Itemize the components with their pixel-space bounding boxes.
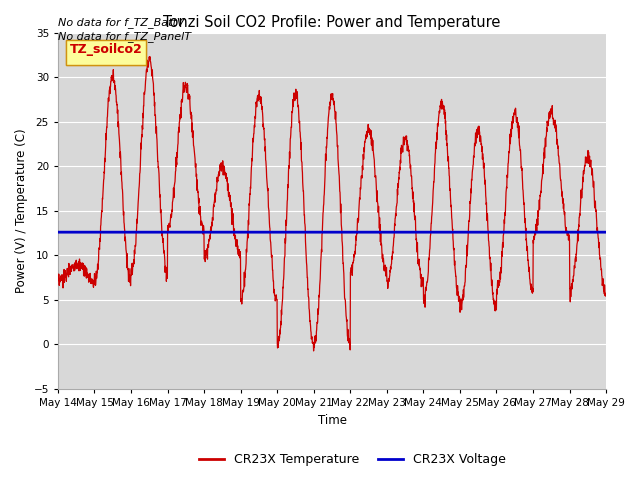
Legend: CR23X Temperature, CR23X Voltage: CR23X Temperature, CR23X Voltage [193,448,511,471]
Title: Tonzi Soil CO2 Profile: Power and Temperature: Tonzi Soil CO2 Profile: Power and Temper… [163,15,500,30]
X-axis label: Time: Time [317,414,346,427]
Y-axis label: Power (V) / Temperature (C): Power (V) / Temperature (C) [15,129,28,293]
Legend:  [67,40,146,65]
Text: No data for f_TZ_PanelT: No data for f_TZ_PanelT [58,31,191,42]
Text: No data for f_TZ_BattV: No data for f_TZ_BattV [58,17,184,28]
